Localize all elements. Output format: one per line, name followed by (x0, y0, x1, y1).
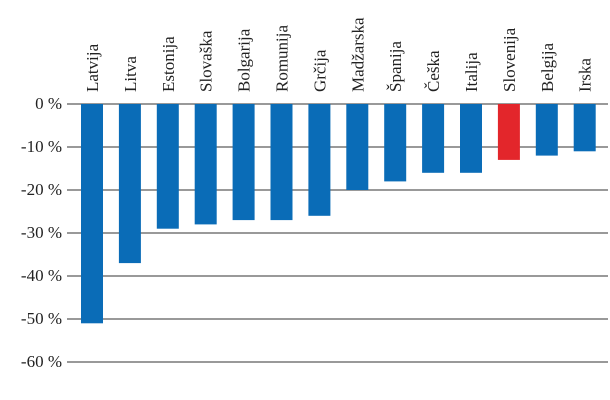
bar-11 (460, 104, 482, 173)
bar-10 (422, 104, 445, 173)
bar-13 (535, 104, 558, 156)
category-label: Bolgarija (235, 28, 254, 92)
y-tick-label: -40 % (21, 266, 62, 285)
category-label: Italija (462, 52, 481, 92)
bar-7 (308, 104, 331, 216)
y-tick-label: -60 % (21, 352, 62, 371)
category-label: Češka (424, 50, 443, 92)
bar-5 (232, 104, 255, 221)
category-label: Slovaška (197, 30, 216, 92)
y-tick-label: -10 % (21, 137, 62, 156)
bar-3 (156, 104, 179, 229)
gridlines (67, 103, 608, 363)
bar-2 (118, 104, 141, 264)
category-label: Grčija (310, 49, 329, 92)
category-label: Slovenija (500, 27, 519, 92)
category-label: Belgija (538, 42, 557, 92)
bar-4 (194, 104, 217, 225)
y-axis-tick-labels: 0 % -10 % -20 % -30 % -40 % -50 % -60 % (21, 94, 62, 371)
category-labels: Latvija Litva Estonija Slovaška Bolgarija Rom… (83, 17, 595, 92)
category-label: Litva (121, 56, 140, 92)
bar-6 (270, 104, 293, 221)
y-tick-label: -50 % (21, 309, 62, 328)
category-label: Španija (386, 41, 405, 92)
y-tick-label: 0 % (35, 94, 62, 113)
bar-9 (384, 104, 407, 182)
y-tick-label: -30 % (21, 223, 62, 242)
category-label: Irska (576, 58, 595, 92)
category-label: Estonija (159, 36, 178, 92)
y-tick-label: -20 % (21, 180, 62, 199)
bar-8 (346, 104, 369, 190)
category-label: Madžarska (348, 17, 367, 92)
bars (81, 104, 596, 324)
category-label: Latvija (83, 43, 102, 92)
bar-12 (497, 104, 520, 160)
bar-1 (81, 104, 103, 324)
category-label: Romunija (273, 24, 292, 92)
bar-14 (573, 104, 596, 152)
